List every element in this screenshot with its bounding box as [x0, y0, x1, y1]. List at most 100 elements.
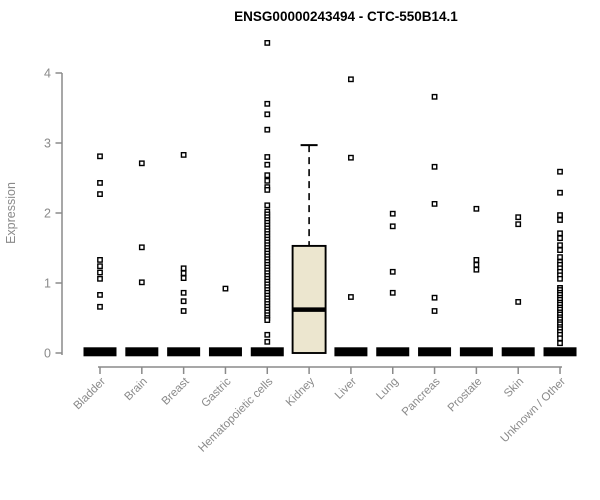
data-point: [473, 266, 480, 273]
data-point: [515, 221, 522, 228]
data-point: [431, 163, 438, 170]
collapsed-boxplot: [208, 347, 242, 357]
data-point: [180, 265, 187, 272]
data-point: [264, 331, 271, 338]
data-point: [557, 189, 563, 196]
y-axis-label: Expression: [4, 182, 18, 244]
data-point: [264, 111, 271, 118]
data-point: [515, 299, 522, 305]
data-point: [97, 269, 103, 276]
data-point: [389, 223, 396, 230]
data-point: [138, 160, 145, 167]
data-point: [557, 168, 563, 175]
data-point: [389, 289, 396, 296]
data-point: [557, 235, 563, 242]
category-label: Skin: [502, 376, 526, 400]
data-point: [180, 308, 187, 314]
data-point: [557, 254, 563, 260]
category-label: Liver: [333, 376, 359, 402]
collapsed-boxplot: [376, 347, 410, 357]
data-point: [431, 93, 438, 100]
data-point: [264, 40, 271, 46]
chart-title: ENSG00000243494 - CTC-550B14.1: [234, 9, 458, 24]
category-label: Brain: [122, 376, 149, 403]
data-point: [473, 261, 480, 268]
data-point: [138, 279, 145, 286]
data-point: [431, 308, 438, 314]
data-point: [473, 257, 480, 263]
collapsed-boxplot: [418, 347, 452, 357]
category-label: Kidney: [284, 375, 318, 409]
category-label: Breast: [160, 375, 193, 408]
data-point: [431, 200, 438, 207]
collapsed-boxplot: [501, 347, 535, 357]
category-label: Hematopoietic cells: [196, 375, 275, 454]
data-point: [389, 268, 396, 275]
data-point: [97, 292, 103, 298]
data-point: [264, 100, 271, 107]
collapsed-boxplot: [543, 347, 577, 357]
data-point: [557, 212, 563, 218]
collapsed-boxplot: [459, 347, 493, 357]
data-point: [264, 317, 271, 323]
data-point: [348, 76, 354, 83]
data-point: [97, 191, 103, 197]
category-label: Bladder: [72, 376, 109, 413]
data-point: [180, 298, 187, 305]
data-point: [264, 154, 271, 160]
boxplot-box: [291, 244, 327, 354]
data-point: [557, 217, 563, 223]
data-point: [222, 285, 229, 292]
data-point: [264, 186, 271, 193]
data-point: [557, 340, 563, 347]
data-point: [264, 161, 271, 168]
data-point: [348, 294, 354, 300]
data-point: [473, 205, 480, 212]
data-point: [97, 275, 103, 282]
data-point: [138, 244, 145, 251]
data-point: [97, 257, 103, 263]
axes: 0 1 2 3 4: [44, 67, 563, 374]
category-label: Gastric: [199, 375, 233, 409]
collapsed-boxplot: [125, 347, 159, 357]
collapsed-boxplot: [167, 347, 201, 357]
data-point: [97, 263, 103, 270]
category-label: Pancreas: [400, 375, 443, 418]
data-point: [557, 230, 563, 237]
category-label: Prostate: [446, 376, 485, 415]
data-point: [557, 242, 563, 249]
data-point: [557, 247, 563, 253]
data-point: [557, 275, 563, 282]
data-point: [180, 270, 187, 277]
data-point: [515, 214, 522, 221]
y-tick-label: 0: [44, 347, 51, 361]
data-point: [264, 202, 271, 209]
data-point: [180, 151, 187, 158]
y-tick-label: 4: [44, 67, 51, 81]
data-point: [389, 210, 396, 217]
data-point: [264, 172, 271, 179]
data-point: [97, 179, 103, 186]
data-point: [264, 338, 271, 345]
data-point: [264, 126, 271, 133]
data-point: [557, 335, 563, 342]
data-point: [97, 303, 103, 310]
boxplots: [83, 144, 577, 357]
data-point: [180, 275, 187, 281]
y-tick-label: 3: [44, 137, 51, 151]
data-point: [431, 294, 438, 301]
data-point: [97, 153, 103, 160]
data-point: [348, 154, 354, 161]
category-label: Lung: [374, 376, 401, 403]
collapsed-boxplot: [334, 347, 368, 357]
data-point: [264, 177, 271, 184]
data-point: [180, 289, 187, 296]
outlier-points: [97, 40, 563, 347]
collapsed-boxplot: [83, 347, 117, 357]
y-tick-label: 2: [44, 207, 51, 221]
y-tick-label: 1: [44, 277, 51, 291]
collapsed-boxplot: [250, 347, 284, 357]
